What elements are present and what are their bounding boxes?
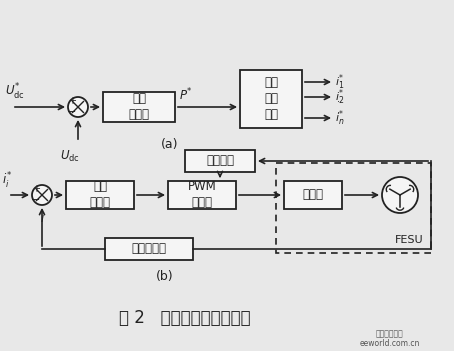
Text: 转子位置: 转子位置 (206, 154, 234, 167)
Text: +: + (32, 185, 40, 194)
Text: $i$: $i$ (40, 211, 45, 225)
Text: $i_i^{*}$: $i_i^{*}$ (2, 171, 12, 191)
Text: 变换器: 变换器 (302, 188, 324, 201)
Text: (b): (b) (156, 270, 174, 283)
Text: 电流传感器: 电流传感器 (132, 243, 167, 256)
Text: ·
·: · · (336, 97, 340, 118)
Text: (a): (a) (161, 138, 179, 151)
Text: $i_2^{*}$: $i_2^{*}$ (335, 87, 345, 107)
Bar (168, 181, 236, 209)
Bar (185, 150, 255, 172)
Text: $U_{\rm dc}^{*}$: $U_{\rm dc}^{*}$ (5, 82, 25, 102)
Text: 电子工程世界: 电子工程世界 (376, 330, 404, 338)
Circle shape (32, 185, 52, 205)
Bar (276, 163, 431, 253)
Text: +: + (68, 97, 76, 106)
Circle shape (68, 97, 88, 117)
Circle shape (382, 177, 418, 213)
Text: eeworld.com.cn: eeworld.com.cn (360, 339, 420, 349)
Bar (105, 238, 193, 260)
Text: −: − (31, 196, 41, 205)
Text: 参考
电流
计算: 参考 电流 计算 (264, 77, 278, 121)
Text: −: − (67, 107, 77, 118)
Text: PWM
控制器: PWM 控制器 (188, 180, 217, 210)
Bar (240, 70, 302, 128)
Text: $i_1^{*}$: $i_1^{*}$ (335, 72, 345, 92)
Text: 图 2   飞轮放电的控制框图: 图 2 飞轮放电的控制框图 (119, 309, 251, 327)
Text: 电压
控制器: 电压 控制器 (128, 93, 149, 121)
Text: 电流
控制器: 电流 控制器 (89, 180, 110, 210)
Text: FESU: FESU (395, 235, 423, 245)
Bar (103, 92, 175, 122)
Text: $i_n^{*}$: $i_n^{*}$ (335, 108, 345, 128)
Bar (284, 181, 342, 209)
Bar (66, 181, 134, 209)
Text: $P^{*}$: $P^{*}$ (179, 86, 193, 103)
Text: $U_{\rm dc}$: $U_{\rm dc}$ (60, 149, 80, 164)
